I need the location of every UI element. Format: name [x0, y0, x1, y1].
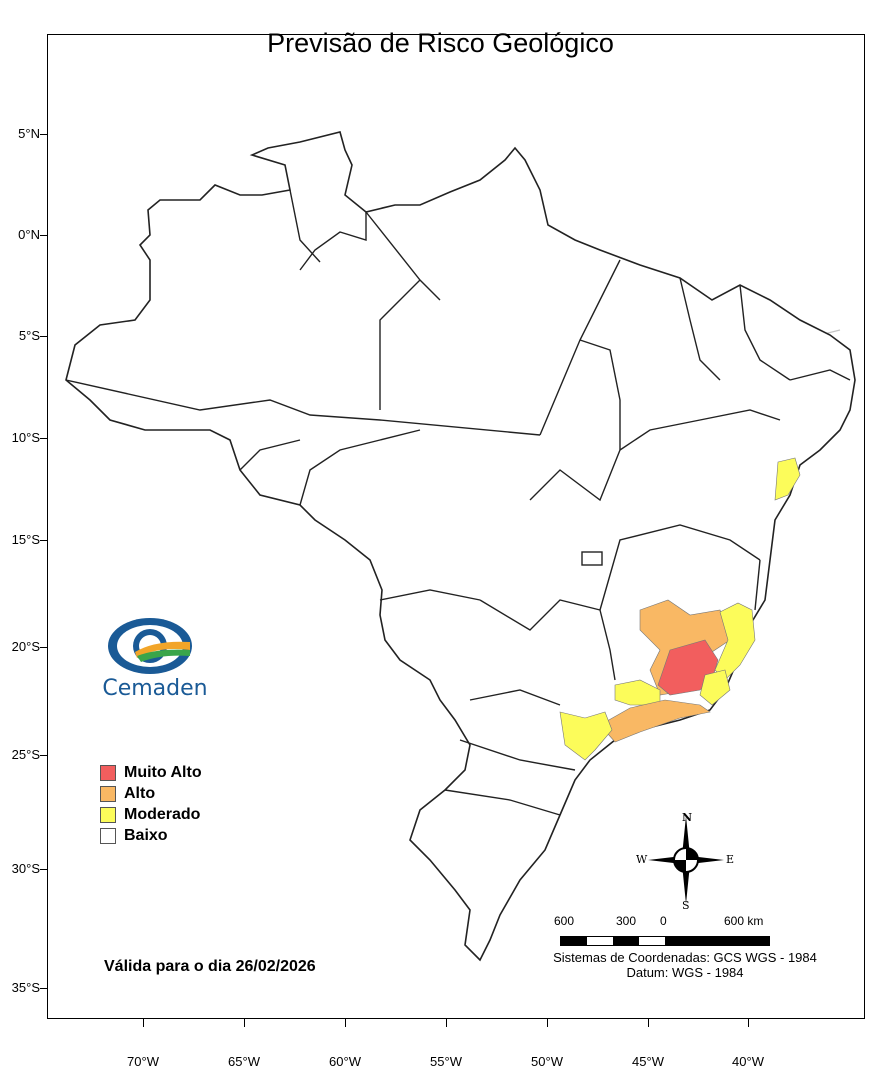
compass-w: W — [636, 853, 648, 866]
compass-s: S — [682, 899, 690, 910]
lat-tick — [40, 540, 48, 541]
lat-label-30s: 30°S — [11, 861, 40, 876]
lat-tick — [40, 755, 48, 756]
lat-tick — [40, 988, 48, 989]
lon-label-55w: 55°W — [430, 1054, 462, 1069]
lon-label-60w: 60°W — [329, 1054, 361, 1069]
legend-item: Muito Alto — [100, 762, 202, 783]
lon-label-65w: 65°W — [228, 1054, 260, 1069]
lat-label-0n: 0°N — [18, 227, 40, 242]
lat-tick — [40, 647, 48, 648]
coordinate-system: Sistemas de Coordenadas: GCS WGS - 1984 — [553, 950, 817, 965]
legend-swatch-moderado — [100, 806, 116, 823]
lat-label-35s: 35°S — [11, 980, 40, 995]
map-frame — [47, 34, 865, 1019]
risk-area-moderado-pr — [559, 711, 613, 761]
lon-tick — [244, 1019, 245, 1027]
risk-area-moderado-rj — [699, 669, 731, 706]
federal-district — [581, 551, 603, 566]
lon-label-50w: 50°W — [531, 1054, 563, 1069]
risk-area-moderado-es — [714, 602, 756, 681]
lon-label-70w: 70°W — [127, 1054, 159, 1069]
map-title: Previsão de Risco Geológico — [267, 28, 614, 58]
lat-tick — [40, 438, 48, 439]
legend-label: Alto — [124, 784, 156, 802]
scale-label: 600 — [554, 914, 575, 928]
lon-tick — [345, 1019, 346, 1027]
validity-date: Válida para o dia 26/02/2026 — [104, 958, 316, 975]
lon-tick — [143, 1019, 144, 1027]
legend: Muito Alto Alto Moderado Baixo — [100, 762, 202, 846]
eye-logo-icon — [108, 618, 192, 674]
lat-label-5n: 5°N — [18, 126, 40, 141]
legend-swatch-muito-alto — [100, 764, 116, 781]
lat-label-5s: 5°S — [18, 328, 40, 343]
legend-label: Muito Alto — [124, 763, 202, 781]
lon-tick — [446, 1019, 447, 1027]
lon-tick — [547, 1019, 548, 1027]
scale-label: 300 — [616, 914, 637, 928]
lat-tick — [40, 134, 48, 135]
scale-label: 0 — [660, 914, 667, 928]
cemaden-logo: Cemaden — [95, 616, 215, 706]
risk-area-moderado-ba — [774, 457, 801, 501]
legend-swatch-baixo — [100, 827, 116, 844]
legend-item: Baixo — [100, 825, 202, 846]
lat-tick — [40, 869, 48, 870]
coordinate-info: Sistemas de Coordenadas: GCS WGS - 1984 … — [525, 950, 845, 980]
risk-area-alto-coast — [599, 699, 711, 743]
scale-segments — [560, 936, 770, 946]
lon-tick — [648, 1019, 649, 1027]
legend-label: Baixo — [124, 826, 168, 844]
legend-item: Moderado — [100, 804, 202, 825]
lat-label-20s: 20°S — [11, 639, 40, 654]
compass-n: N — [682, 811, 692, 824]
lat-tick — [40, 235, 48, 236]
legend-swatch-alto — [100, 785, 116, 802]
lon-label-40w: 40°W — [732, 1054, 764, 1069]
legend-item: Alto — [100, 783, 202, 804]
lat-label-15s: 15°S — [11, 532, 40, 547]
datum: Datum: WGS - 1984 — [626, 965, 744, 980]
lon-tick — [748, 1019, 749, 1027]
lon-label-45w: 45°W — [632, 1054, 664, 1069]
lat-label-10s: 10°S — [11, 430, 40, 445]
legend-label: Moderado — [124, 805, 201, 823]
scale-label: 600 km — [724, 914, 764, 928]
logo-text: Cemaden — [102, 676, 208, 701]
lat-tick — [40, 336, 48, 337]
lat-label-25s: 25°S — [11, 747, 40, 762]
compass-rose-icon: N S W E — [636, 811, 734, 910]
compass-e: E — [726, 853, 734, 866]
brazil-outline — [65, 131, 856, 962]
